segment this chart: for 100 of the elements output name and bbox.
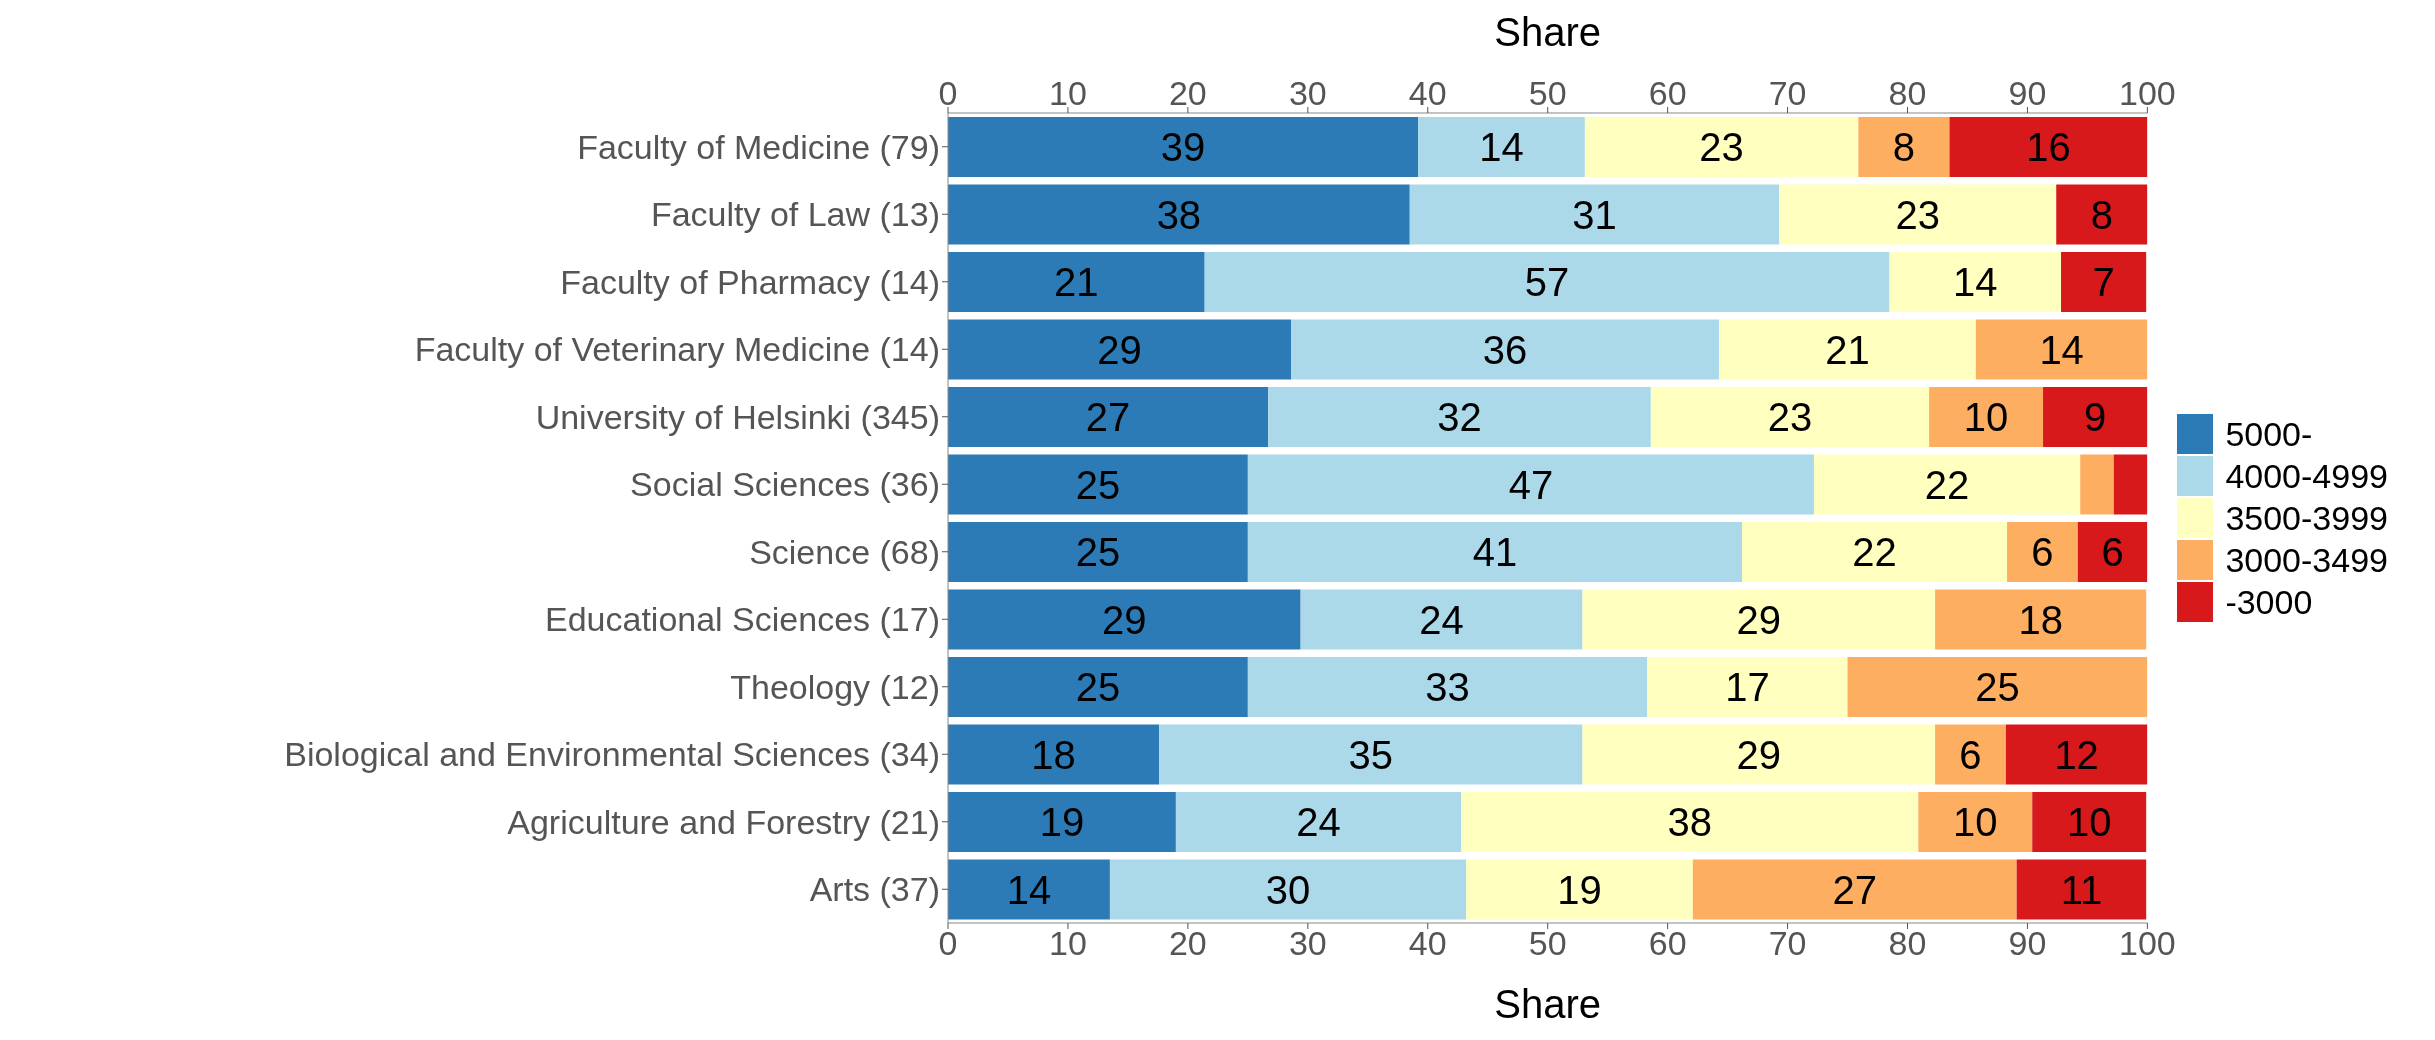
data-label: 23 [1699,125,1744,169]
bar [948,387,1269,447]
x-tick-label: 40 [1408,74,1447,112]
y-tick-label: University of Helsinki (345) [535,397,940,436]
x-tick-label: 100 [2119,74,2176,112]
x2-tick-label: 80 [1888,924,1927,963]
x2-tick-label: 0 [938,924,958,963]
bar [1247,522,1742,582]
y-tick-label: Faculty of Pharmacy (14) [560,262,940,301]
y-tick-label: Faculty of Law (13) [650,195,940,234]
bar [1247,454,1814,515]
data-label: 38 [1156,192,1202,237]
bar [1300,589,1583,650]
data-label: 39 [1160,125,1206,169]
bar [1582,589,1936,650]
data-label: 33 [1425,665,1470,709]
data-label: 14 [1479,125,1524,169]
data-label: 18 [1031,732,1076,777]
bar [1935,724,2006,785]
bar [1949,117,2148,177]
x2-tick-label: 100 [2119,924,2176,963]
x2-tick-label: 10 [1049,924,1087,963]
bar [2007,522,2078,582]
bar [948,252,1205,312]
bar [1268,387,1651,447]
data-label: 12 [2054,732,2099,777]
bar [1418,117,1585,177]
bar [1647,657,1848,717]
bar [1847,657,2148,717]
bar [1409,184,1780,245]
data-label: 25 [1075,530,1121,574]
data-label: 6 [1959,732,1982,777]
legend-label: 3500-3999 [2225,498,2388,538]
y-tick-label: Social Sciences (36) [630,465,940,504]
data-label: 21 [1054,260,1099,304]
data-label: 8 [1892,125,1916,169]
x-tick-label: 70 [1768,74,1807,112]
bar [1858,117,1950,177]
bar [948,319,1292,380]
legend-label: 5000- [2225,414,2313,454]
y-tick-label: Arts (37) [809,870,940,909]
bar [1582,724,1936,785]
data-label: 22 [1924,462,1970,507]
bar [1109,859,1467,920]
data-label: 38 [1667,800,1713,844]
bar [948,724,1160,785]
legend-label: 4000-4999 [2225,456,2388,496]
bar [1929,387,2044,447]
x-tick-label: 90 [2008,74,2047,112]
bar [1719,319,1976,380]
y-tick-label: Educational Sciences (17) [544,600,940,639]
bar [1889,252,2062,312]
x-tick-label: 20 [1168,74,1207,112]
data-label: 6 [2031,530,2054,574]
data-label: 10 [1963,395,2009,439]
x2-axis-title: Share [1494,10,1602,55]
data-label: 35 [1348,732,1394,777]
bar [948,454,1248,515]
bar [948,657,1248,717]
data-label: 47 [1508,462,1554,507]
x-tick-label: 50 [1528,74,1567,112]
y-tick-label: Biological and Environmental Sciences (34) [284,735,940,774]
data-label: 18 [2018,597,2063,642]
bar [2113,454,2148,515]
data-label: 31 [1572,192,1617,237]
data-label: 14 [1953,260,1998,304]
y-tick-label: Agriculture and Forestry (21) [507,802,940,841]
bar [1779,184,2057,245]
bar [2005,724,2148,785]
data-label: 25 [1975,665,2020,709]
data-label: 16 [2026,125,2071,169]
bar [1247,657,1648,717]
data-label: 7 [2092,260,2115,304]
bar [948,589,1301,650]
bar [2056,184,2148,245]
data-label: 23 [1767,395,1813,439]
data-label: 29 [1102,597,1147,642]
x2-tick-label: 60 [1648,924,1687,963]
x-tick-label: 0 [938,74,958,112]
data-label: 10 [2066,800,2112,844]
bar [1466,859,1693,920]
data-label: 57 [1524,260,1570,304]
y-tick-label: Science (68) [749,532,940,571]
bar [1159,724,1583,785]
bar [1584,117,1859,177]
x2-tick-label: 30 [1288,924,1327,963]
data-label: 29 [1736,732,1782,777]
data-label: 10 [1953,800,1998,844]
bar [1935,589,2147,650]
data-label: 27 [1832,867,1877,912]
data-label: 14 [1006,867,1052,912]
data-label: 25 [1075,462,1121,507]
bar [948,859,1110,920]
data-label: 14 [2039,327,2084,372]
x2-tick-label: 40 [1408,924,1447,963]
data-label: 41 [1472,530,1518,574]
bar [1204,252,1890,312]
x2-tick-label: 90 [2008,924,2047,963]
data-label: 9 [2084,395,2107,439]
bar [1975,319,2148,380]
